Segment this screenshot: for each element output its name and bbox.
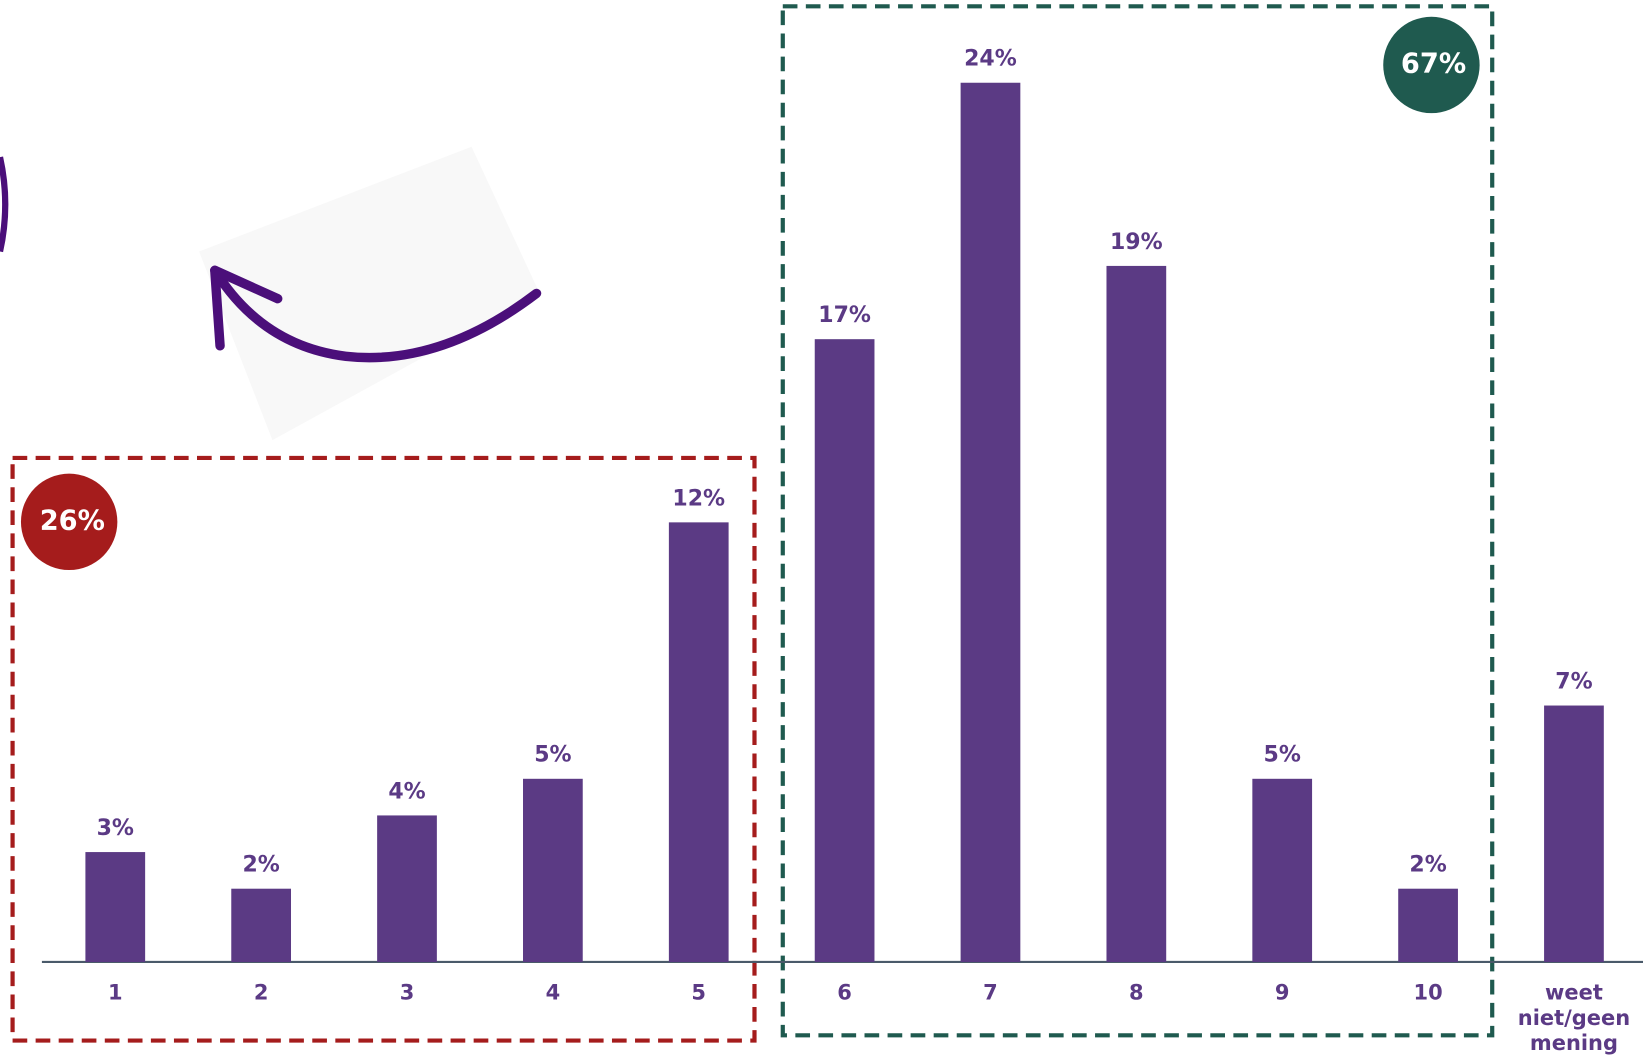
value-label: 5% bbox=[1264, 743, 1301, 768]
bar bbox=[1544, 705, 1604, 962]
x-tick-label: 4 bbox=[545, 979, 561, 1005]
x-tick-label: 6 bbox=[837, 979, 852, 1005]
badge-low-text: 26% bbox=[40, 505, 105, 536]
bar bbox=[1398, 888, 1458, 962]
value-label: 19% bbox=[1110, 230, 1163, 255]
value-label: 12% bbox=[672, 486, 725, 511]
decor-arc bbox=[0, 156, 9, 253]
bar bbox=[1252, 778, 1313, 962]
badge-low bbox=[20, 473, 118, 571]
bar bbox=[814, 339, 875, 962]
bar bbox=[668, 522, 729, 962]
x-tick-label: 2 bbox=[253, 979, 269, 1005]
x-tick-label: weet niet/geen mening bbox=[1517, 979, 1631, 1056]
value-label: 5% bbox=[534, 743, 571, 768]
value-label: 4% bbox=[388, 779, 425, 804]
value-label: 24% bbox=[964, 47, 1017, 72]
x-tick-label: 1 bbox=[107, 979, 123, 1005]
bar bbox=[523, 778, 583, 962]
x-tick-label: 10 bbox=[1413, 979, 1443, 1005]
x-tick-label: 7 bbox=[983, 979, 998, 1005]
x-tick-label: 8 bbox=[1129, 979, 1144, 1005]
value-label: 2% bbox=[1409, 853, 1446, 878]
decor-arrow bbox=[199, 146, 542, 441]
bar bbox=[85, 852, 146, 962]
value-label: 17% bbox=[818, 303, 871, 328]
group-box-high bbox=[780, 4, 1495, 1038]
value-label: 2% bbox=[242, 853, 279, 878]
bar bbox=[960, 82, 1021, 962]
bar bbox=[377, 815, 437, 962]
value-label: 7% bbox=[1555, 669, 1592, 694]
x-tick-label: 5 bbox=[691, 979, 707, 1005]
x-tick-label: 3 bbox=[399, 979, 415, 1005]
badge-high bbox=[1383, 16, 1480, 114]
x-tick-label: 9 bbox=[1274, 979, 1290, 1005]
bar bbox=[1106, 265, 1167, 962]
value-label: 3% bbox=[97, 816, 134, 841]
group-box-low bbox=[10, 455, 757, 1043]
badge-high-text: 67% bbox=[1401, 48, 1466, 79]
bar bbox=[231, 888, 292, 962]
